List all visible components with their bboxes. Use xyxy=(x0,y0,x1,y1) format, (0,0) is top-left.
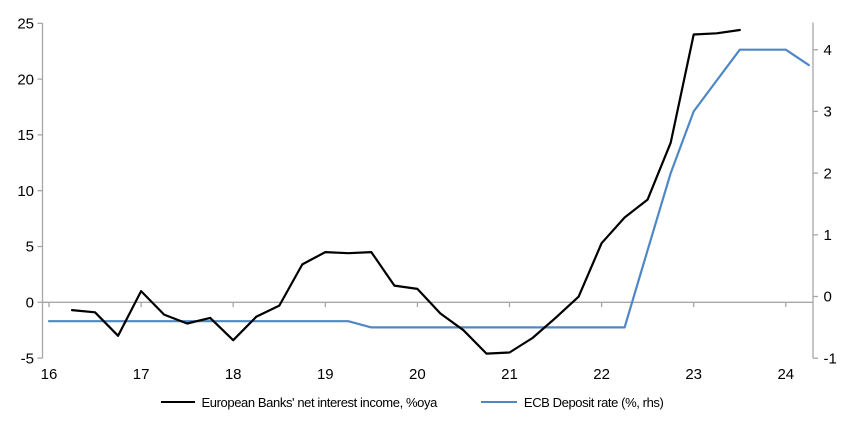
series-line-net-interest-income xyxy=(70,28,741,355)
y-axis-left-tick-label: 0 xyxy=(26,295,34,312)
y-axis-left-tick-label: 5 xyxy=(26,239,34,256)
y-axis-left-tick-label: 20 xyxy=(17,71,34,88)
chart-legend: European Banks' net interest income, %oy… xyxy=(0,393,838,411)
y-axis-left-tick-label: 25 xyxy=(17,16,34,33)
y-axis-left-tick-label: 10 xyxy=(17,183,34,200)
x-axis-tick-label: 23 xyxy=(685,366,702,383)
series-line-ecb-deposit-rate xyxy=(47,48,810,329)
y-axis-right-tick-label: 2 xyxy=(824,165,832,182)
x-axis-tick-label: 16 xyxy=(41,366,58,383)
x-axis-tick-label: 20 xyxy=(409,366,426,383)
x-axis-tick-label: 21 xyxy=(501,366,518,383)
y-axis-right-tick-label: 1 xyxy=(824,227,832,244)
x-axis-tick-label: 24 xyxy=(777,366,794,383)
x-axis-tick-label: 19 xyxy=(317,366,334,383)
y-axis-left-tick-label: -5 xyxy=(21,350,34,367)
legend-item-ecb-deposit-rate: ECB Deposit rate (%, rhs) xyxy=(480,394,664,410)
x-axis-tick-label: 18 xyxy=(225,366,242,383)
y-axis-right-tick-label: 4 xyxy=(824,42,832,59)
y-axis-left-tick-label: 15 xyxy=(17,127,34,144)
legend-item-net-interest-income: European Banks' net interest income, %oy… xyxy=(160,394,438,410)
y-axis-right-tick-label: 0 xyxy=(824,289,832,306)
ecb-line-swatch-icon xyxy=(480,401,517,403)
legend-label-ecb-deposit-rate: ECB Deposit rate (%, rhs) xyxy=(523,394,664,410)
x-axis-tick-label: 22 xyxy=(593,366,610,383)
y-axis-right-tick-label: -1 xyxy=(824,350,837,367)
y-axis-right-tick-label: 3 xyxy=(824,104,832,121)
legend-label-net-interest-income: European Banks' net interest income, %oy… xyxy=(201,394,438,410)
x-axis-tick-label: 17 xyxy=(133,366,150,383)
nii-line-swatch-icon xyxy=(160,401,195,403)
